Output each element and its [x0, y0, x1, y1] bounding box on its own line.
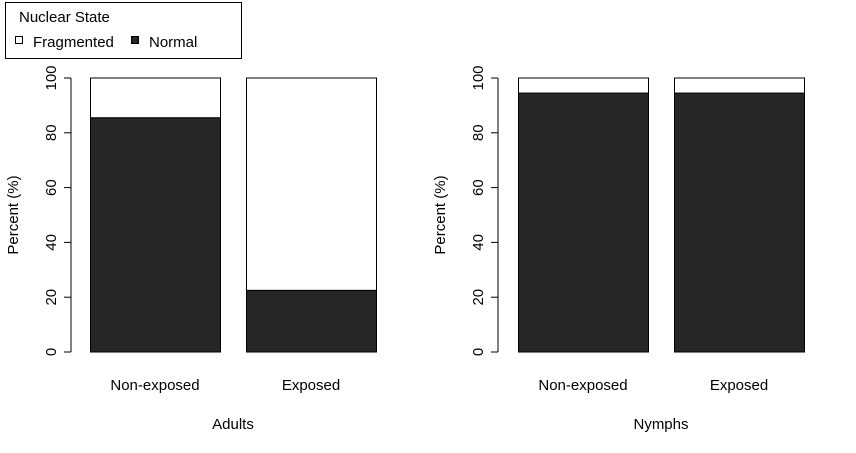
legend-swatch-normal [131, 36, 139, 44]
y-tick-label: 100 [470, 65, 487, 90]
legend-swatch-fragmented [15, 36, 23, 44]
y-tick-label: 0 [43, 348, 60, 356]
bar-segment-fragmented [90, 77, 221, 119]
bar-segment-normal [674, 92, 805, 353]
y-tick-label: 40 [470, 234, 487, 251]
bar-segment-fragmented [246, 77, 377, 291]
x-tick-label: Non-exposed [110, 377, 199, 394]
y-tick-label: 20 [43, 289, 60, 306]
y-axis-title: Percent (%) [432, 175, 449, 254]
y-tick-label: 80 [43, 124, 60, 141]
y-tick-label: 60 [470, 179, 487, 196]
y-tick-label: 0 [470, 348, 487, 356]
legend-label-normal: Normal [149, 34, 197, 51]
bar-segment-fragmented [674, 77, 805, 94]
y-tick-label: 100 [43, 65, 60, 90]
x-axis-title: Nymphs [633, 416, 688, 433]
x-tick-label: Exposed [710, 377, 768, 394]
y-axis-title: Percent (%) [5, 175, 22, 254]
adults-panel: 0 20 40 60 80 100 Percent (%) Non-exposed Expose… [5, 65, 377, 433]
bar-segment-normal [518, 92, 649, 353]
legend: Nuclear State Fragmented Normal [5, 2, 242, 59]
y-tick-label: 60 [43, 179, 60, 196]
legend-box [5, 2, 242, 59]
x-tick-label: Exposed [282, 377, 340, 394]
bar-segment-normal [90, 117, 221, 353]
y-tick-label: 40 [43, 234, 60, 251]
y-tick-label: 80 [470, 124, 487, 141]
legend-title: Nuclear State [19, 9, 110, 26]
x-tick-label: Non-exposed [538, 377, 627, 394]
nymphs-panel: 0 20 40 60 80 100 Percent (%) Non-exposed Expose… [432, 65, 805, 433]
y-tick-label: 20 [470, 289, 487, 306]
legend-label-fragmented: Fragmented [33, 34, 114, 51]
bar-segment-fragmented [518, 77, 649, 94]
bar-segment-normal [246, 289, 377, 353]
x-axis-title: Adults [212, 416, 254, 433]
